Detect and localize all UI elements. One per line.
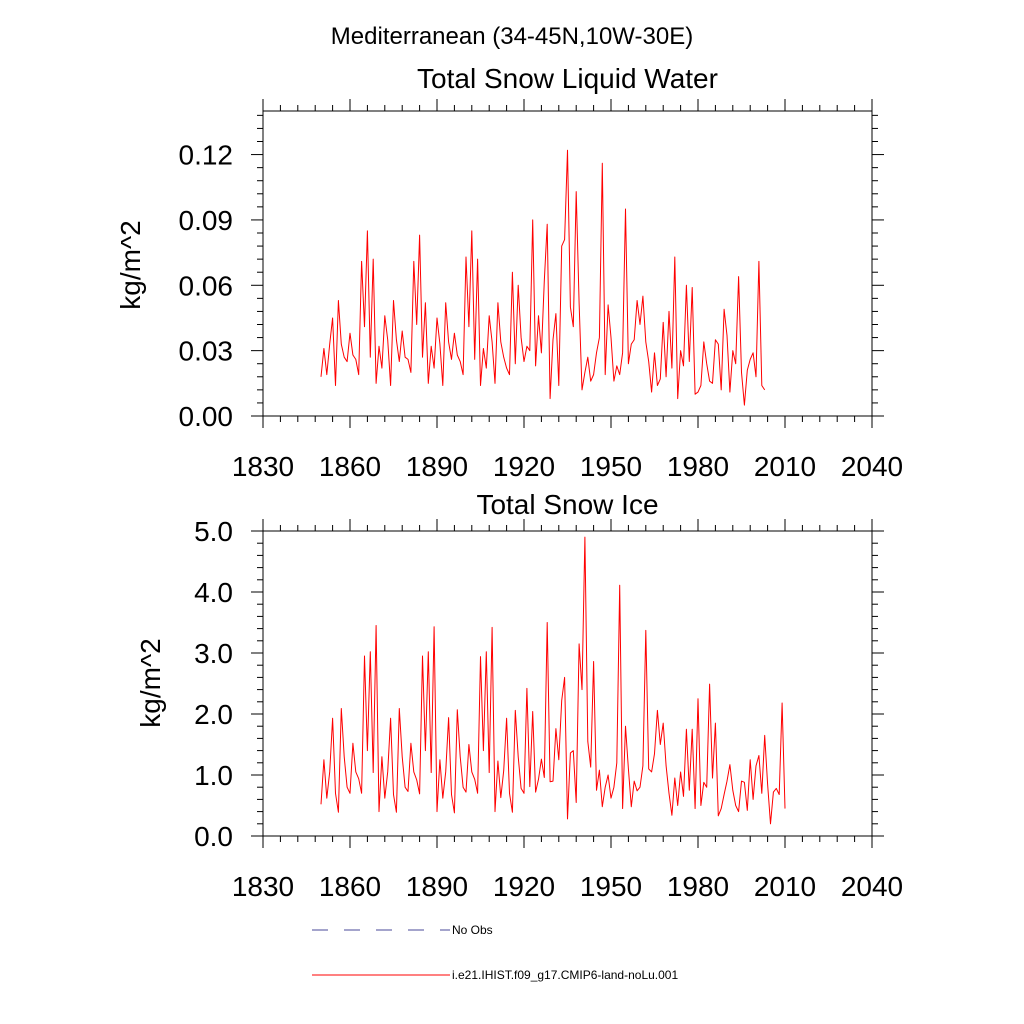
x-tick-label: 1950 [580, 451, 642, 482]
y-tick-label: 0.03 [179, 336, 234, 367]
y-tick-label: 0.09 [179, 205, 234, 236]
x-tick-label: 1830 [232, 451, 294, 482]
chart-panel-snow-ice: Total Snow Ice kg/m^2 1830 1860 1890 1920 1950… [135, 489, 903, 902]
y-tick-label: 3.0 [194, 638, 233, 669]
legend: No Obs i.e21.IHIST.f09_g17.CMIP6-land-no… [312, 923, 678, 982]
series-line-0 [320, 149, 766, 406]
legend-obs-label: No Obs [452, 923, 493, 937]
x-tick-label: 1890 [406, 451, 468, 482]
x-tick-label: 2040 [841, 871, 903, 902]
x-tick-label: 1920 [493, 871, 555, 902]
legend-model-label: i.e21.IHIST.f09_g17.CMIP6-land-noLu.001 [452, 968, 678, 982]
y-tick-label: 0.00 [179, 401, 234, 432]
x-tick-label: 2010 [754, 871, 816, 902]
page-title: Mediterranean (34-45N,10W-30E) [331, 23, 693, 50]
y-tick-label: 0.12 [179, 140, 234, 171]
x-tick-label: 1980 [667, 871, 729, 902]
y-tick-label: 0.06 [179, 270, 234, 301]
y-tick-label: 1.0 [194, 760, 233, 791]
series-line-0 [320, 536, 786, 825]
x-tick-label: 2040 [841, 451, 903, 482]
x-tick-label: 1860 [319, 871, 381, 902]
x-tick-label: 2010 [754, 451, 816, 482]
x-tick-label: 1920 [493, 451, 555, 482]
y-axis-label: kg/m^2 [115, 220, 146, 309]
y-tick-label: 4.0 [194, 577, 233, 608]
y-tick-label: 2.0 [194, 699, 233, 730]
plot-frame [262, 530, 873, 837]
x-tick-label: 1950 [580, 871, 642, 902]
chart-title: Total Snow Ice [476, 489, 658, 520]
chart-panel-snow-liquid-water: Total Snow Liquid Water kg/m^2 1830 1860 189… [115, 63, 903, 482]
x-tick-label: 1830 [232, 871, 294, 902]
plot-frame [262, 110, 873, 417]
y-axis-label: kg/m^2 [135, 638, 166, 727]
x-tick-label: 1860 [319, 451, 381, 482]
x-tick-label: 1980 [667, 451, 729, 482]
y-tick-label: 0.0 [194, 821, 233, 852]
y-tick-label: 5.0 [194, 516, 233, 547]
chart-title: Total Snow Liquid Water [417, 63, 718, 94]
x-tick-label: 1890 [406, 871, 468, 902]
